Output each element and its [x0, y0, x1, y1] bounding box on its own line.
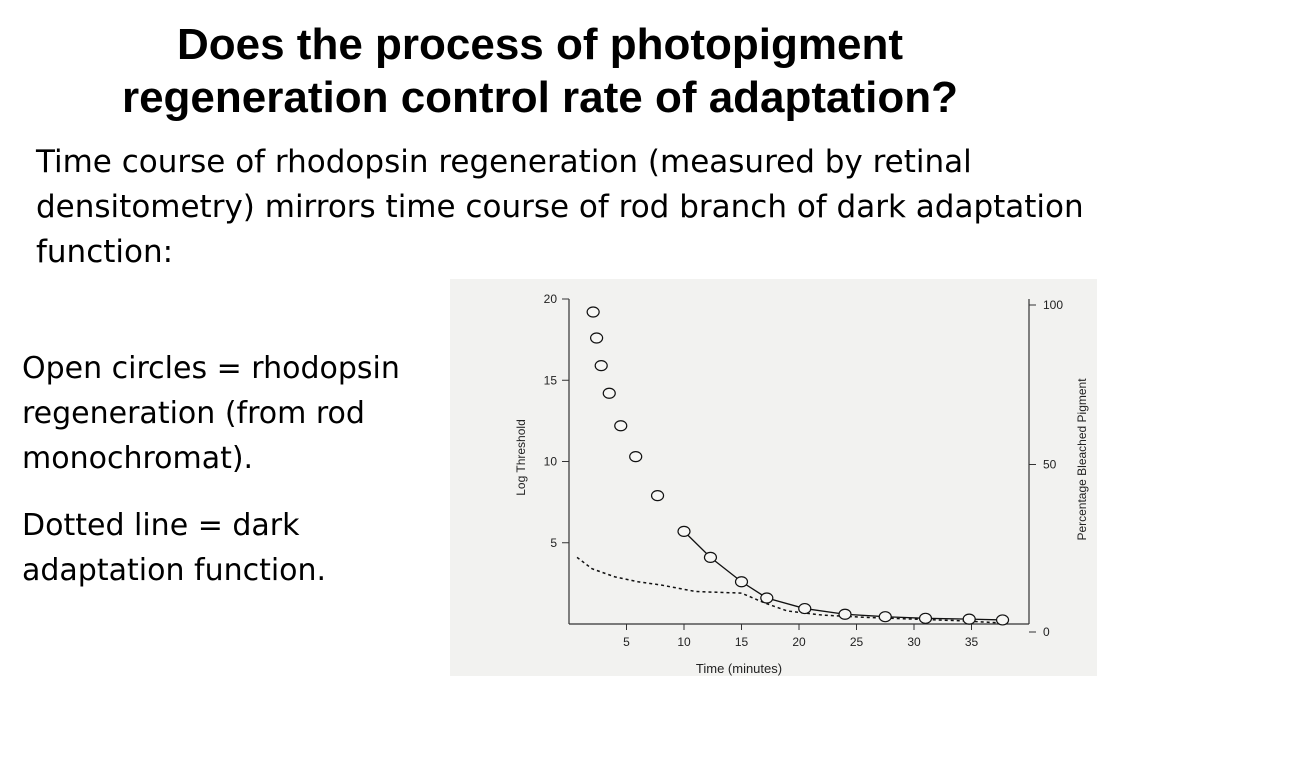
y2-axis-label: Percentage Bleached Pigment [1075, 378, 1089, 541]
chart-marks [576, 306, 1010, 626]
rhodopsin-data-point [703, 551, 718, 563]
rhodopsin-data-point [734, 576, 749, 588]
x-tick-label: 25 [850, 635, 864, 649]
rhodopsin-connecting-line [683, 530, 1003, 621]
x-tick-label: 15 [735, 635, 749, 649]
y-tick-label: 5 [550, 536, 557, 550]
rhodopsin-data-point [602, 387, 616, 399]
rhodopsin-data-point [760, 592, 774, 604]
slide-subtitle: Time course of rhodopsin regeneration (m… [36, 144, 1084, 270]
slide-title: Does the process of photopigment regener… [40, 18, 1040, 124]
y2-tick-label: 50 [1043, 458, 1057, 472]
chart-figure: 5 10 15 20 25 30 35 5 10 15 20 0 50 100 Time (minutes… [450, 279, 1097, 676]
x-tick-label: 10 [677, 635, 691, 649]
rhodopsin-data-point [878, 611, 892, 623]
title-line-2: regeneration control rate of adaptation? [121, 73, 959, 122]
rhodopsin-data-point [677, 525, 691, 537]
y-tick-label: 20 [544, 292, 558, 306]
y-tick-label: 10 [544, 455, 558, 469]
x-axis-label: Time (minutes) [696, 661, 782, 676]
rhodopsin-data-point [918, 612, 933, 624]
rhodopsin-data-point [798, 602, 812, 615]
y-axis-label: Log Threshold [514, 419, 528, 496]
rhodopsin-data-point [995, 614, 1010, 626]
dark-adaptation-dotted-line [576, 556, 1007, 624]
rhodopsin-data-point [650, 490, 665, 502]
rhodopsin-data-point [586, 306, 600, 318]
x-tick-label: 20 [792, 635, 806, 649]
y2-tick-label: 100 [1043, 298, 1063, 312]
rhodopsin-data-point [614, 420, 628, 432]
chart-axes: 5 10 15 20 25 30 35 5 10 15 20 0 50 100 [544, 292, 1064, 649]
rhodopsin-data-point [629, 451, 643, 463]
y2-tick-label: 0 [1043, 625, 1050, 639]
rhodopsin-data-point [594, 360, 608, 372]
x-tick-label: 30 [907, 635, 921, 649]
x-tick-label: 5 [623, 635, 630, 649]
title-line-1: Does the process of photopigment [176, 20, 904, 69]
dark-adaptation-chart: 5 10 15 20 25 30 35 5 10 15 20 0 50 100 Time (minutes… [514, 292, 1089, 676]
rhodopsin-data-point [590, 332, 604, 344]
rhodopsin-data-point [838, 608, 852, 620]
x-tick-label: 35 [965, 635, 979, 649]
legend-dotted-line: Dotted line = dark adaptation function. [22, 508, 327, 588]
rhodopsin-data-point [962, 613, 976, 625]
y-tick-label: 15 [544, 373, 558, 387]
legend-open-circles: Open circles = rhodopsin regeneration (f… [22, 351, 400, 476]
